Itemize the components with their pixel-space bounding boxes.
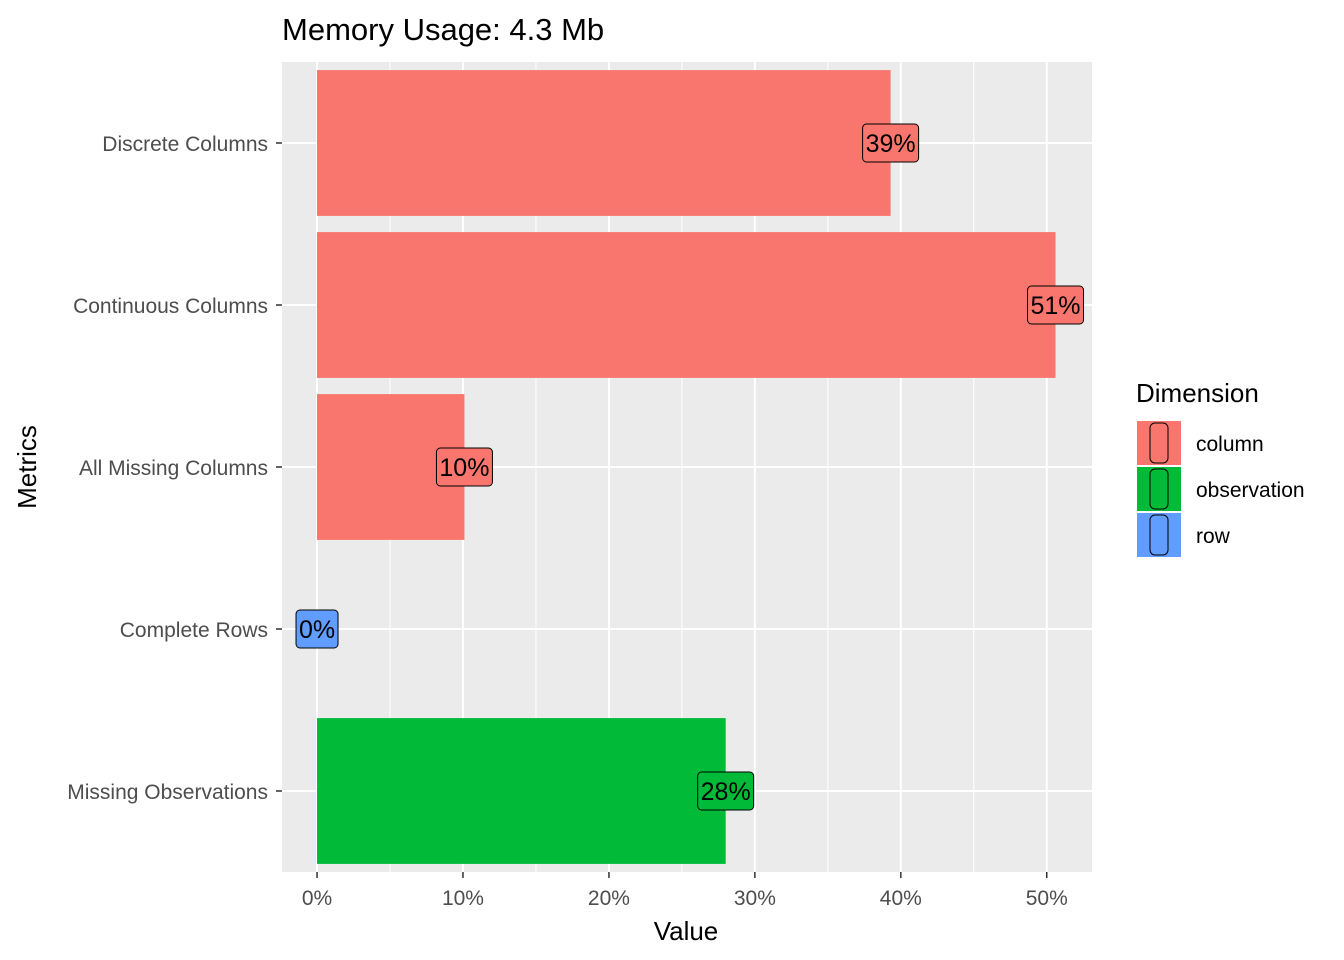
bars <box>317 70 1056 864</box>
data-label-box <box>295 609 339 649</box>
y-tick-label: Missing Observations <box>67 781 268 804</box>
bar <box>317 232 1056 378</box>
y-axis: Discrete Columns Continuous Columns All Mi… <box>67 133 282 804</box>
x-axis: 0% 10% 20% 30% 40% 50% <box>302 872 1068 910</box>
x-tick-label: 20% <box>588 887 630 910</box>
y-tick-label: Continuous Columns <box>73 295 268 318</box>
legend-label: row <box>1196 525 1231 548</box>
y-tick-label: Complete Rows <box>120 619 268 642</box>
x-tick-label: 50% <box>1026 887 1068 910</box>
x-axis-title: Value <box>654 916 719 946</box>
bar <box>317 718 726 864</box>
y-tick-label: Discrete Columns <box>102 133 268 156</box>
data-label-box <box>862 123 920 163</box>
legend-key-glyph <box>1149 468 1169 510</box>
legend-title: Dimension <box>1136 378 1259 408</box>
y-axis-title: Metrics <box>12 425 42 509</box>
y-tick-label: All Missing Columns <box>79 457 268 480</box>
data-label: 10% <box>439 454 489 482</box>
data-label-box <box>697 771 755 811</box>
x-tick-label: 40% <box>880 887 922 910</box>
legend-label: column <box>1196 433 1264 456</box>
bar <box>317 70 891 216</box>
data-label: 0% <box>299 616 335 644</box>
legend-label: observation <box>1196 479 1305 502</box>
data-label-box <box>1027 285 1085 325</box>
legend-key-glyph <box>1149 422 1169 464</box>
data-labels: 39% 51% 10% 0% 28% <box>295 123 1085 811</box>
data-label: 51% <box>1030 292 1080 320</box>
data-label-box <box>435 447 493 487</box>
data-label: 28% <box>701 778 751 806</box>
x-tick-label: 30% <box>734 887 776 910</box>
chart-title: Memory Usage: 4.3 Mb <box>282 12 604 47</box>
legend-key-glyph <box>1149 514 1169 556</box>
x-tick-label: 10% <box>442 887 484 910</box>
x-tick-label: 0% <box>302 887 332 910</box>
data-label: 39% <box>866 130 916 158</box>
legend: Dimension column observation row <box>1135 378 1305 559</box>
